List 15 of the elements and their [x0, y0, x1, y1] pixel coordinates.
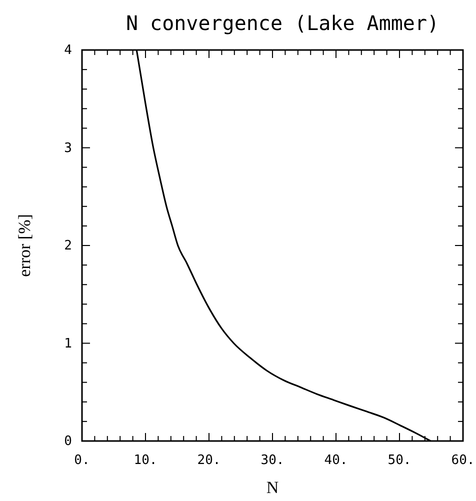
x-tick-label: 0. [74, 453, 90, 468]
x-tick-label: 50. [388, 453, 412, 468]
x-tick-label: 30. [260, 453, 284, 468]
y-axis-title: error [%] [15, 214, 34, 277]
chart-title: N convergence (Lake Ammer) [126, 11, 440, 35]
y-tick-label: 4 [64, 43, 72, 58]
x-tick-label: 10. [134, 453, 158, 468]
y-tick-label: 1 [64, 336, 72, 352]
x-tick-label: 20. [197, 453, 221, 468]
x-tick-label: 40. [324, 453, 348, 468]
y-tick-label: 3 [64, 140, 72, 156]
x-tick-label: 60. [451, 453, 475, 468]
x-axis-title: N [266, 478, 279, 497]
y-tick-label: 2 [64, 238, 72, 254]
y-tick-label: 0 [64, 434, 72, 450]
